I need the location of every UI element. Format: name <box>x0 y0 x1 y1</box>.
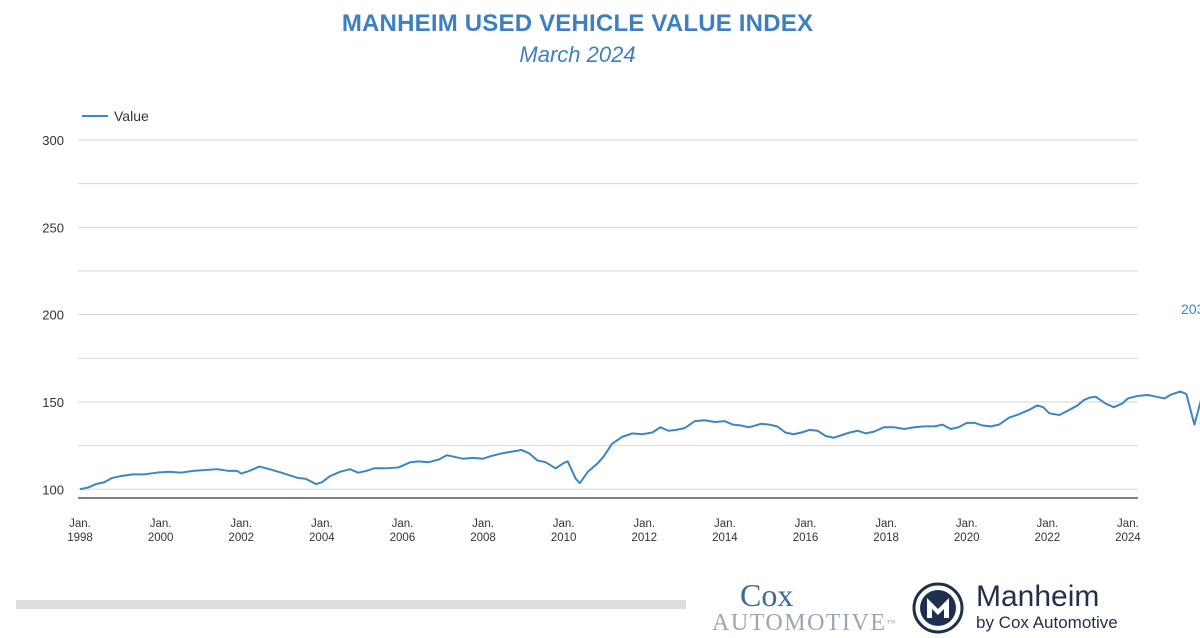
x-tick-label: 2010 <box>551 532 577 544</box>
x-tick-label: Jan. <box>150 518 172 530</box>
x-tick-label: 2020 <box>954 532 980 544</box>
x-tick-label: Jan. <box>392 518 414 530</box>
x-tick-label: Jan. <box>956 518 978 530</box>
x-tick-label: 1998 <box>67 532 93 544</box>
manheim-logo: Manheim by Cox Automotive <box>912 580 1200 634</box>
chart-canvas: 100 150 200 250 300 Jan. 1998 Jan. 2000 Jan. 2002 J… <box>42 133 1200 544</box>
cox-logo-word: Cox <box>740 577 794 613</box>
cox-logo-subword: AUTOMOTIVE™ <box>712 610 897 636</box>
x-tick-label: Jan. <box>1117 518 1139 530</box>
x-tick-label: 2006 <box>390 532 416 544</box>
x-tick-label: 2024 <box>1115 532 1141 544</box>
chart-title: MANHEIM USED VEHICLE VALUE INDEX <box>341 10 814 37</box>
x-tick-label: Jan. <box>1036 518 1058 530</box>
x-tick-label: 2022 <box>1035 532 1061 544</box>
legend-swatch <box>82 115 108 117</box>
x-tick-label: 2014 <box>712 532 738 544</box>
x-tick-label: 2000 <box>148 532 174 544</box>
x-tick-label: Jan. <box>69 518 91 530</box>
x-tick-label: Jan. <box>311 518 333 530</box>
chart-subtitle: March 2024 <box>519 42 636 67</box>
legend-label: Value <box>114 108 149 124</box>
x-tick-label: Jan. <box>472 518 494 530</box>
x-tick-label: Jan. <box>230 518 252 530</box>
chart-legend: Value <box>82 108 149 124</box>
x-tick-label: 2018 <box>873 532 899 544</box>
y-tick-label: 300 <box>42 133 64 148</box>
x-tick-label: Jan. <box>795 518 817 530</box>
y-tick-label: 150 <box>42 395 64 410</box>
manheim-emblem-icon <box>912 582 964 634</box>
x-tick-label: 2008 <box>470 532 496 544</box>
x-tick-label: 2002 <box>228 532 254 544</box>
x-tick-label: Jan. <box>714 518 736 530</box>
x-tick-label: 2012 <box>631 532 657 544</box>
y-tick-label: 100 <box>42 482 64 497</box>
y-tick-label: 200 <box>42 308 64 323</box>
footer-bar <box>16 600 686 609</box>
series-line-value <box>79 390 1200 491</box>
x-tick-label: 2016 <box>793 532 819 544</box>
manheim-logo-subword: by Cox Automotive <box>976 613 1118 632</box>
last-value-label: 203.1 <box>1181 301 1200 317</box>
x-tick-label: Jan. <box>553 518 575 530</box>
manheim-logo-word: Manheim <box>976 580 1100 613</box>
x-tick-label: 2004 <box>309 532 335 544</box>
cox-automotive-logo: Cox AUTOMOTIVE™ <box>712 577 897 636</box>
y-tick-label: 250 <box>42 220 64 235</box>
x-tick-label: Jan. <box>633 518 655 530</box>
x-tick-label: Jan. <box>875 518 897 530</box>
